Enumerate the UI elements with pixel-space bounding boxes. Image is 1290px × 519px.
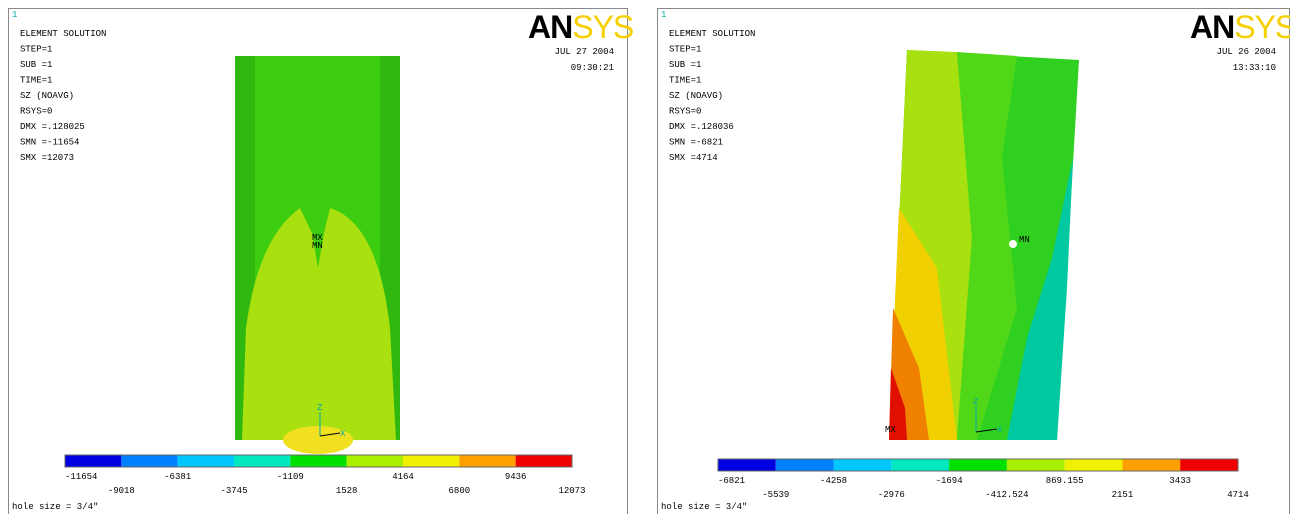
legend-band [290, 455, 346, 467]
logo: ANSYS [1190, 9, 1290, 45]
legend-band [776, 459, 834, 471]
header-line: SMX =12073 [20, 153, 74, 163]
legend-value: -6821 [718, 476, 745, 486]
legend-band [718, 459, 776, 471]
corner-number: 1 [12, 10, 17, 20]
axis-label: X [997, 425, 1003, 435]
marker-label: MN [1019, 235, 1030, 245]
marker-label: MX [885, 425, 896, 435]
logo: ANSYS [528, 9, 633, 45]
legend-band [949, 459, 1007, 471]
axis-label: Z [973, 397, 979, 407]
legend-band [891, 459, 949, 471]
legend-value: 12073 [558, 486, 585, 496]
header-line: SUB =1 [669, 60, 701, 70]
legend-value: -11654 [65, 472, 97, 482]
axis-label: Z [317, 403, 323, 413]
logo-sys: SYS [1234, 9, 1290, 45]
legend-value: -3745 [220, 486, 247, 496]
legend-value: -4258 [820, 476, 847, 486]
caption: hole size = 3/4" [12, 502, 98, 512]
header-line: SZ (NOAVG) [20, 91, 74, 101]
legend-value: 4714 [1227, 490, 1249, 500]
header-line: SMN =-11654 [20, 138, 79, 148]
date: JUL 27 2004 [555, 47, 614, 57]
header-line: DMX =.128036 [669, 122, 734, 132]
marker-dot [1009, 240, 1017, 248]
legend-band [459, 455, 515, 467]
legend-band [1065, 459, 1123, 471]
legend-value: -1109 [277, 472, 304, 482]
date: JUL 26 2004 [1217, 47, 1276, 57]
marker-label: MN [312, 241, 323, 251]
legend-value: 1528 [336, 486, 358, 496]
legend-value: -412.524 [985, 490, 1028, 500]
legend-value: 3433 [1169, 476, 1191, 486]
legend-band [121, 455, 177, 467]
legend-value: 6800 [449, 486, 471, 496]
header-line: ELEMENT SOLUTION [669, 29, 755, 39]
header-line: DMX =.128025 [20, 122, 85, 132]
axis-label: X [340, 429, 346, 439]
header-line: TIME=1 [20, 76, 52, 86]
time: 09:30:21 [571, 63, 614, 73]
legend-band [516, 455, 572, 467]
legend-band [403, 455, 459, 467]
header-line: SUB =1 [20, 60, 52, 70]
legend-band [65, 455, 121, 467]
legend-value: -9018 [108, 486, 135, 496]
legend-value: 869.155 [1046, 476, 1084, 486]
legend-band [178, 455, 234, 467]
legend-value: 4164 [392, 472, 414, 482]
legend-value: -5539 [762, 490, 789, 500]
header-line: SMN =-6821 [669, 138, 723, 148]
header-line: ELEMENT SOLUTION [20, 29, 106, 39]
legend-value: -1694 [936, 476, 963, 486]
legend-value: -2976 [878, 490, 905, 500]
logo-sys: SYS [572, 9, 633, 45]
caption: hole size = 3/4" [661, 502, 747, 512]
legend-band [234, 455, 290, 467]
header-line: SZ (NOAVG) [669, 91, 723, 101]
header-line: RSYS=0 [20, 107, 52, 117]
header-line: STEP=1 [20, 45, 52, 55]
legend-value: -6381 [164, 472, 191, 482]
legend-band [1180, 459, 1238, 471]
header-line: RSYS=0 [669, 107, 701, 117]
legend-band [347, 455, 403, 467]
header-line: STEP=1 [669, 45, 701, 55]
legend-band [1007, 459, 1065, 471]
header-line: TIME=1 [669, 76, 701, 86]
legend-band [1122, 459, 1180, 471]
corner-number: 1 [661, 10, 666, 20]
header-line: SMX =4714 [669, 153, 718, 163]
logo-an: AN [1190, 9, 1234, 45]
legend-value: 9436 [505, 472, 527, 482]
time: 13:33:10 [1233, 63, 1276, 73]
logo-an: AN [528, 9, 572, 45]
legend-band [834, 459, 892, 471]
legend-value: 2151 [1112, 490, 1134, 500]
